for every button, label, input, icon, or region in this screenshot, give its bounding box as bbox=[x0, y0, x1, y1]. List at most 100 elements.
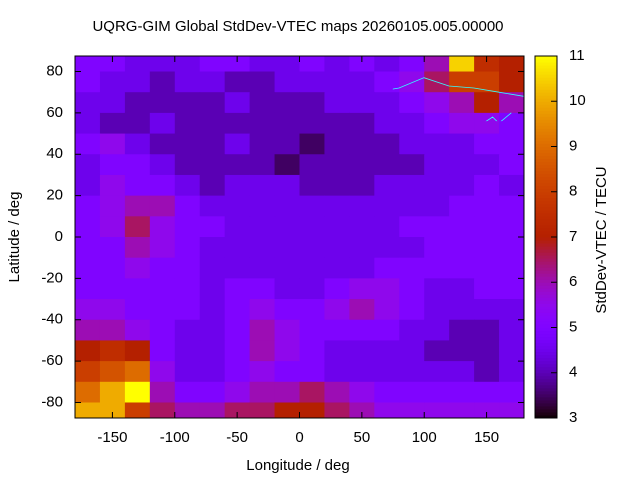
heat-cell bbox=[224, 154, 251, 176]
heat-cell bbox=[424, 195, 450, 217]
x-tick-label: 150 bbox=[474, 429, 499, 446]
colorbar-swatch bbox=[535, 101, 557, 105]
heat-cell bbox=[474, 195, 500, 217]
heat-cell bbox=[499, 216, 524, 238]
heat-cell bbox=[224, 216, 251, 238]
x-tick-label: 100 bbox=[412, 429, 437, 446]
heat-cell bbox=[474, 56, 500, 73]
heat-cell bbox=[149, 195, 176, 217]
heat-cell bbox=[199, 71, 226, 93]
heat-cell bbox=[75, 71, 101, 93]
colorbar-tick-label: 7 bbox=[569, 228, 577, 245]
heat-cell bbox=[274, 402, 300, 418]
heat-cell bbox=[174, 133, 201, 155]
colorbar-swatch bbox=[535, 381, 557, 386]
heat-cell bbox=[449, 174, 475, 197]
heat-cell bbox=[424, 92, 450, 114]
colorbar-swatch bbox=[535, 303, 557, 307]
y-tick-label: 60 bbox=[46, 104, 63, 121]
colorbar-swatch bbox=[535, 369, 557, 374]
colorbar-swatch bbox=[535, 233, 557, 238]
colorbar-swatch bbox=[535, 243, 557, 247]
colorbar-swatch bbox=[535, 411, 557, 416]
heat-cell bbox=[274, 361, 300, 383]
heat-cell bbox=[374, 154, 400, 176]
heat-cell bbox=[474, 237, 500, 259]
heat-cell bbox=[174, 340, 201, 362]
y-tick-label: 40 bbox=[46, 145, 63, 162]
heat-cell bbox=[449, 299, 475, 321]
heat-cell bbox=[99, 381, 126, 403]
heat-cell bbox=[324, 237, 350, 259]
heat-cell bbox=[324, 154, 350, 176]
colorbar-swatch bbox=[535, 327, 557, 332]
colorbar-swatch bbox=[535, 158, 557, 163]
colorbar-swatch bbox=[535, 149, 557, 154]
heat-cell bbox=[499, 195, 524, 217]
heat-cell bbox=[124, 71, 151, 93]
colorbar-swatch bbox=[535, 363, 557, 368]
heat-cell bbox=[124, 257, 151, 279]
heat-cell bbox=[249, 381, 276, 403]
heat-cell bbox=[99, 112, 126, 135]
heat-cell bbox=[75, 154, 101, 176]
heat-cell bbox=[199, 195, 226, 217]
colorbar-swatch bbox=[535, 267, 557, 271]
colorbar-swatch bbox=[535, 167, 557, 172]
heat-cell bbox=[124, 92, 151, 114]
colorbar bbox=[535, 56, 557, 419]
colorbar-swatch bbox=[535, 155, 557, 160]
heat-cell bbox=[424, 257, 450, 279]
heat-cell bbox=[499, 340, 524, 362]
heat-cell bbox=[499, 133, 524, 155]
heat-cell bbox=[124, 174, 151, 197]
heat-cell bbox=[124, 112, 151, 135]
colorbar-swatch bbox=[535, 137, 557, 141]
heat-cell bbox=[75, 402, 101, 418]
heat-cell bbox=[474, 216, 500, 238]
heat-cell bbox=[349, 154, 375, 176]
colorbar-swatch bbox=[535, 200, 557, 205]
heat-cell bbox=[474, 112, 500, 135]
colorbar-swatch bbox=[535, 113, 557, 117]
heat-cell bbox=[75, 56, 101, 73]
x-tick-label: 50 bbox=[354, 429, 371, 446]
heat-cell bbox=[249, 56, 276, 73]
heat-cell bbox=[499, 174, 524, 197]
heat-cell bbox=[324, 299, 350, 321]
heat-cell bbox=[224, 71, 251, 93]
heat-cell bbox=[75, 257, 101, 279]
heat-cell bbox=[399, 56, 425, 73]
heat-cell bbox=[124, 237, 151, 259]
x-tick-label: -50 bbox=[226, 429, 248, 446]
heat-cell bbox=[199, 402, 226, 418]
heat-cell bbox=[99, 340, 126, 362]
heat-cell bbox=[349, 402, 375, 418]
heat-cell bbox=[99, 154, 126, 176]
heat-cell bbox=[199, 56, 226, 73]
colorbar-swatch bbox=[535, 170, 557, 175]
colorbar-swatch bbox=[535, 74, 557, 78]
heat-cell bbox=[274, 174, 300, 197]
heat-cell bbox=[149, 112, 176, 135]
colorbar-swatch bbox=[535, 143, 557, 147]
heat-cell bbox=[99, 133, 126, 155]
heat-cell bbox=[75, 174, 101, 197]
colorbar-swatch bbox=[535, 140, 557, 144]
colorbar-swatch bbox=[535, 408, 557, 413]
heat-cell bbox=[399, 361, 425, 383]
heat-cell bbox=[149, 257, 176, 279]
colorbar-swatch bbox=[535, 387, 557, 392]
heat-cell bbox=[399, 195, 425, 217]
heat-cell bbox=[324, 174, 350, 197]
heat-cell bbox=[149, 56, 176, 73]
heat-cell bbox=[274, 340, 300, 362]
colorbar-swatch bbox=[535, 396, 557, 401]
heat-cell bbox=[75, 340, 101, 362]
heat-cell bbox=[75, 112, 101, 135]
heat-cell bbox=[449, 319, 475, 341]
heat-cell bbox=[75, 133, 101, 155]
heat-cell bbox=[99, 237, 126, 259]
heat-cell bbox=[449, 402, 475, 418]
heat-cell bbox=[299, 71, 325, 93]
